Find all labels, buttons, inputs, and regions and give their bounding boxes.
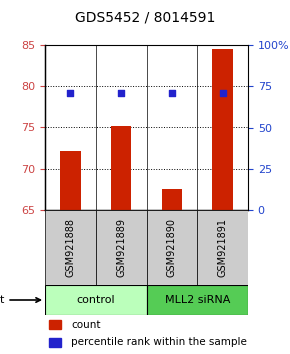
Point [119,90,124,95]
Text: control: control [77,295,115,305]
Bar [60,150,81,210]
Text: MLL2 siRNA: MLL2 siRNA [164,295,230,305]
Bar [111,126,131,210]
FancyBboxPatch shape [146,285,248,315]
Text: GSM921891: GSM921891 [218,218,228,277]
Text: agent: agent [0,295,40,305]
Bar [49,338,61,347]
Bar [213,49,233,210]
Point [170,90,174,96]
Text: GSM921890: GSM921890 [167,218,177,277]
Point [68,90,73,96]
Text: count: count [71,320,101,330]
Bar [49,320,61,330]
FancyBboxPatch shape [45,285,146,315]
FancyBboxPatch shape [197,210,248,285]
FancyBboxPatch shape [45,210,96,285]
Text: GSM921889: GSM921889 [116,218,126,277]
Text: GDS5452 / 8014591: GDS5452 / 8014591 [75,11,215,25]
FancyBboxPatch shape [146,210,197,285]
Point [220,90,225,95]
Text: percentile rank within the sample: percentile rank within the sample [71,337,247,347]
FancyBboxPatch shape [96,210,146,285]
Text: GSM921888: GSM921888 [65,218,75,277]
Bar [162,189,182,210]
